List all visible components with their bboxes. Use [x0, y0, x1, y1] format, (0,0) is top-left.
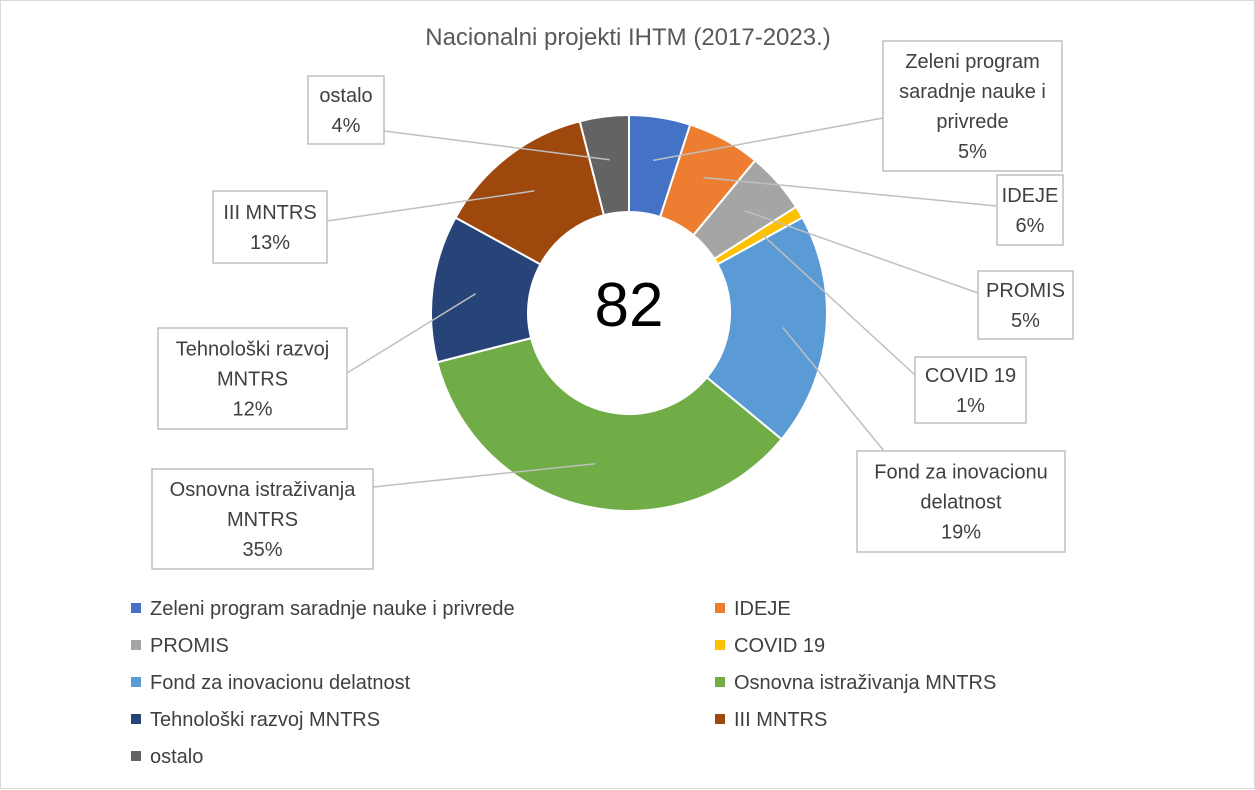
- callouts-group: Zeleni program saradnje nauke i privrede 5%…: [151, 40, 1074, 570]
- data-label-fond-za-inovacionu-delatnost: 19%: [941, 522, 981, 544]
- data-label-covid-19: 1%: [956, 395, 985, 417]
- legend-swatch-covid-19: [715, 640, 725, 650]
- callout-label-tehnoloski-razvoj-mntrs: Tehnološki razvoj: [176, 339, 329, 361]
- callout-box-osnovna-istrazivanja-mntrs: [151, 468, 374, 570]
- legend-swatch-zeleni-program-saradnje-nauke-i-privrede: [131, 603, 141, 613]
- leader-line-osnovna-istrazivanja-mntrs: [372, 463, 596, 488]
- data-label-osnovna-istrazivanja-mntrs: 35%: [242, 539, 282, 561]
- callout-label-ideje: IDEJE: [1002, 185, 1059, 207]
- legend-swatch-fond-za-inovacionu-delatnost: [131, 677, 141, 687]
- data-label-ostalo: 4%: [332, 115, 361, 137]
- callout-box-covid-19: [914, 356, 1027, 424]
- callout-label-ostalo: ostalo: [319, 85, 372, 107]
- data-label-promis: 5%: [1011, 310, 1040, 332]
- chart-title: Nacionalni projekti IHTM (2017-2023.): [425, 24, 831, 51]
- legend-swatch-ostalo: [131, 751, 141, 761]
- callout-label-fond-za-inovacionu-delatnost: delatnost: [920, 492, 1002, 514]
- legend-label-fond-za-inovacionu-delatnost: Fond za inovacionu delatnost: [150, 672, 411, 694]
- leader-line-promis: [744, 210, 979, 294]
- callout-label-promis: PROMIS: [986, 280, 1065, 302]
- center-total-label: 82: [595, 271, 664, 340]
- callout-box-tehnoloski-razvoj-mntrs: [157, 327, 348, 430]
- slice-fond-za-inovacionu-delatnost: [705, 216, 828, 441]
- slices-group: [430, 113, 828, 512]
- leader-line-zeleni-program-saradnje-nauke-i-privrede: [653, 117, 884, 162]
- slice-osnovna-istrazivanja-mntrs: [436, 336, 783, 512]
- legend-label-promis: PROMIS: [150, 635, 229, 657]
- callout-box-ostalo: [307, 75, 385, 145]
- data-label-zeleni-program-saradnje-nauke-i-privrede: 5%: [958, 141, 987, 163]
- legend-label-ostalo: ostalo: [150, 746, 203, 768]
- callout-label-osnovna-istrazivanja-mntrs: Osnovna istraživanja: [170, 479, 357, 501]
- legend-swatch-promis: [131, 640, 141, 650]
- legend-swatch-osnovna-istrazivanja-mntrs: [715, 677, 725, 687]
- leader-line-ostalo: [383, 130, 610, 161]
- callout-label-fond-za-inovacionu-delatnost: Fond za inovacionu: [874, 462, 1047, 484]
- legend-label-osnovna-istrazivanja-mntrs: Osnovna istraživanja MNTRS: [734, 672, 996, 694]
- legend-label-tehnoloski-razvoj-mntrs: Tehnološki razvoj MNTRS: [150, 709, 380, 731]
- callout-label-zeleni-program-saradnje-nauke-i-privrede: saradnje nauke i: [899, 81, 1046, 103]
- legend-label-ideje: IDEJE: [734, 598, 791, 620]
- callout-label-osnovna-istrazivanja-mntrs: MNTRS: [227, 509, 298, 531]
- legend-label-zeleni-program-saradnje-nauke-i-privrede: Zeleni program saradnje nauke i privrede: [150, 598, 515, 620]
- callout-label-tehnoloski-razvoj-mntrs: MNTRS: [217, 369, 288, 391]
- callout-box-ideje: [996, 174, 1064, 246]
- callout-box-fond-za-inovacionu-delatnost: [856, 450, 1066, 553]
- legend-swatch-iii-mntrs: [715, 714, 725, 724]
- callout-label-zeleni-program-saradnje-nauke-i-privrede: Zeleni program: [905, 51, 1040, 73]
- callout-box-zeleni-program-saradnje-nauke-i-privrede: [882, 40, 1063, 172]
- legend-swatch-tehnoloski-razvoj-mntrs: [131, 714, 141, 724]
- slice-ostalo: [578, 113, 630, 217]
- legend-label-iii-mntrs: III MNTRS: [734, 709, 827, 731]
- leader-line-fond-za-inovacionu-delatnost: [782, 327, 885, 452]
- data-label-ideje: 6%: [1016, 215, 1045, 237]
- callout-box-promis: [977, 270, 1074, 340]
- callout-label-zeleni-program-saradnje-nauke-i-privrede: privrede: [936, 111, 1008, 133]
- callout-box-iii-mntrs: [212, 190, 328, 264]
- data-label-tehnoloski-razvoj-mntrs: 12%: [232, 399, 272, 421]
- legend: Zeleni program saradnje nauke i privrede…: [131, 598, 996, 768]
- leader-line-tehnoloski-razvoj-mntrs: [346, 292, 477, 374]
- leader-line-covid-19: [761, 233, 916, 376]
- data-label-iii-mntrs: 13%: [250, 232, 290, 254]
- leader-line-iii-mntrs: [326, 190, 535, 222]
- leader-line-ideje: [703, 176, 998, 207]
- legend-label-covid-19: COVID 19: [734, 635, 825, 657]
- callout-label-iii-mntrs: III MNTRS: [223, 202, 316, 224]
- legend-swatch-ideje: [715, 603, 725, 613]
- callout-label-covid-19: COVID 19: [925, 365, 1016, 387]
